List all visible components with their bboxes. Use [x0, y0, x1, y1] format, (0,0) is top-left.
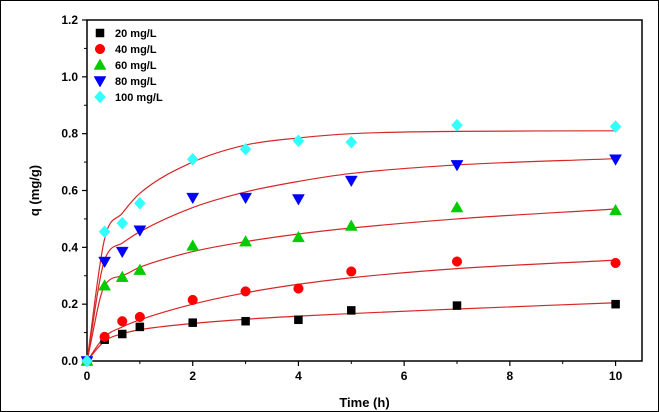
- data-point: [347, 306, 356, 315]
- y-tick-label: 0.6: [61, 184, 78, 198]
- x-tick-label: 10: [609, 369, 623, 383]
- x-tick-label: 0: [84, 369, 91, 383]
- x-axis-label: Time (h): [339, 395, 389, 410]
- data-point: [294, 315, 303, 325]
- data-point: [291, 194, 305, 206]
- data-point: [609, 203, 623, 216]
- legend-marker: [93, 76, 107, 88]
- data-point: [188, 318, 197, 327]
- data-point: [81, 354, 93, 368]
- data-point: [134, 311, 145, 323]
- y-axis-label: q (mg/g): [27, 165, 42, 216]
- y-tick-label: 0.4: [61, 240, 78, 254]
- x-axis-ticks: 0 2 4 6 8 10: [84, 361, 623, 383]
- data-points: [80, 118, 623, 368]
- data-point: [344, 219, 358, 231]
- data-point: [610, 257, 621, 269]
- data-point: [346, 266, 357, 277]
- legend: 20 mg/L 40 mg/L 60 mg/L 80 mg/L 100 mg/L: [93, 28, 163, 104]
- data-point: [186, 239, 200, 251]
- data-point: [345, 135, 358, 149]
- x-tick-label: 2: [189, 369, 196, 383]
- legend-label: 80 mg/L: [115, 76, 157, 88]
- data-point: [187, 294, 198, 305]
- data-point: [451, 256, 463, 267]
- data-point: [239, 235, 253, 247]
- data-point: [98, 225, 111, 239]
- data-point: [98, 256, 112, 269]
- data-point: [98, 279, 112, 291]
- legend-marker: [94, 43, 106, 55]
- legend-label: 20 mg/L: [115, 28, 157, 40]
- x-tick-label: 6: [401, 369, 408, 383]
- fit-curve: [86, 158, 616, 362]
- data-point: [452, 301, 462, 310]
- fit-curves: [86, 130, 616, 362]
- legend-label: 40 mg/L: [115, 44, 157, 56]
- data-point: [609, 120, 622, 133]
- data-point: [134, 196, 146, 210]
- data-point: [116, 216, 129, 230]
- data-point: [118, 329, 127, 339]
- legend-label: 100 mg/L: [115, 92, 163, 104]
- y-tick-label: 0.2: [61, 297, 78, 311]
- y-tick-label: 1.0: [61, 70, 78, 84]
- data-point: [293, 283, 304, 294]
- y-tick-label: 0.8: [61, 127, 78, 141]
- data-point: [186, 192, 200, 205]
- data-point: [292, 134, 305, 148]
- data-point: [241, 316, 250, 326]
- fit-curve: [86, 208, 616, 362]
- data-point: [186, 152, 199, 166]
- data-point: [239, 192, 253, 205]
- legend-marker: [95, 28, 105, 38]
- data-point: [117, 316, 128, 327]
- data-point: [611, 299, 620, 309]
- data-point: [240, 286, 251, 297]
- legend-marker: [94, 90, 106, 104]
- data-point: [99, 331, 110, 342]
- data-point: [344, 175, 358, 188]
- data-point: [450, 160, 464, 172]
- y-axis-ticks: 0.0 0.2 0.4 0.6 0.8 1.0 1.2: [61, 13, 87, 368]
- data-point: [115, 270, 129, 282]
- data-point: [451, 118, 463, 132]
- data-point: [609, 154, 623, 166]
- data-point: [133, 225, 147, 237]
- data-point: [239, 142, 252, 156]
- data-point: [291, 230, 305, 243]
- fit-curve: [86, 130, 616, 362]
- legend-label: 60 mg/L: [115, 60, 157, 72]
- x-tick-label: 8: [507, 369, 514, 383]
- data-point: [450, 201, 464, 213]
- y-tick-label: 1.2: [61, 13, 78, 27]
- y-tick-label: 0.0: [61, 354, 78, 368]
- legend-marker: [93, 58, 107, 70]
- x-tick-label: 4: [295, 369, 302, 383]
- data-point: [135, 322, 145, 332]
- data-point: [115, 246, 129, 259]
- data-point: [133, 263, 147, 275]
